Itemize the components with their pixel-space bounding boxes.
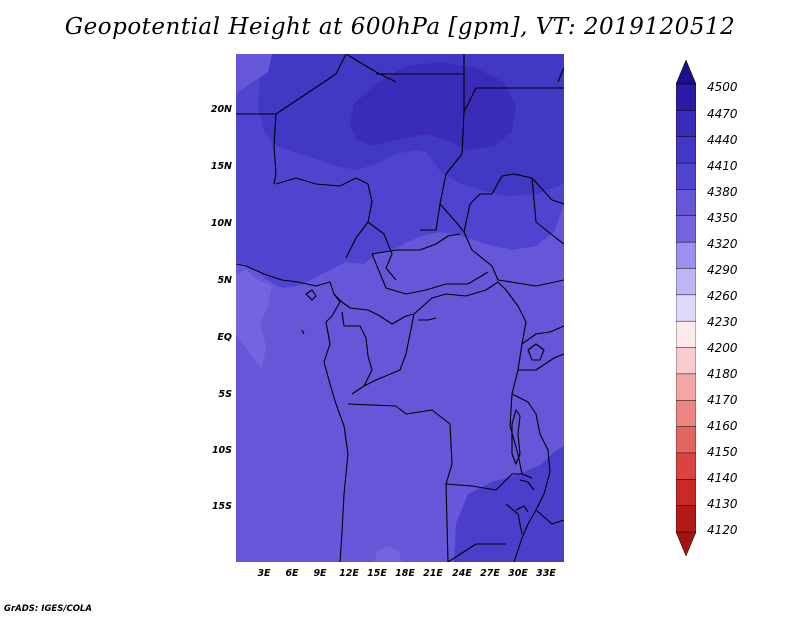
- country-borders: [236, 54, 564, 562]
- colorbar-label: 4230: [707, 315, 738, 329]
- lat-label: 5S: [218, 389, 232, 400]
- colorbar-bin: [676, 347, 696, 375]
- colorbar-bin: [676, 373, 696, 401]
- colorbar-label: 4140: [707, 471, 738, 485]
- colorbar: [676, 60, 696, 556]
- colorbar-label: 4380: [707, 185, 738, 199]
- lon-label: 6E: [285, 568, 299, 579]
- colorbar-label: 4290: [707, 263, 738, 277]
- colorbar-bin: [676, 241, 696, 270]
- colorbar-label: 4260: [707, 289, 738, 303]
- colorbar-bin: [676, 215, 696, 243]
- colorbar-label: 4440: [707, 133, 738, 147]
- geopotential-map: [236, 54, 564, 562]
- height-field-4470: [350, 62, 516, 150]
- colorbar-label: 4350: [707, 211, 738, 225]
- colorbar-bin: [676, 294, 696, 322]
- colorbar-bin: [676, 505, 696, 533]
- height-field-4410-south: [454, 446, 564, 562]
- map-title: Geopotential Height at 600hPa [gpm], VT:…: [64, 14, 736, 40]
- lon-label: 21E: [423, 568, 443, 579]
- colorbar-label: 4470: [707, 107, 738, 121]
- colorbar-label: 4320: [707, 237, 738, 251]
- colorbar-bin: [676, 479, 696, 507]
- lon-label: 24E: [452, 568, 472, 579]
- lat-label: EQ: [217, 332, 232, 343]
- map-panel: [236, 54, 564, 562]
- lon-label: 15E: [367, 568, 387, 579]
- colorbar-bin: [676, 452, 696, 481]
- colorbar-label: 4200: [707, 341, 738, 355]
- colorbar-label: 4120: [707, 523, 738, 537]
- colorbar-bin: [676, 399, 696, 428]
- colorbar-label: 4410: [707, 159, 738, 173]
- colorbar-bin: [676, 268, 696, 296]
- lat-label: 20N: [210, 104, 232, 115]
- colorbar-bin: [676, 426, 696, 454]
- lon-label: 18E: [395, 568, 415, 579]
- credit-text: GrADS: IGES/COLA: [4, 604, 92, 614]
- lon-label: 27E: [480, 568, 500, 579]
- colorbar-bin: [676, 320, 696, 349]
- colorbar-bin: [676, 110, 696, 138]
- lat-label: 15N: [210, 161, 232, 172]
- lat-label: 15S: [211, 501, 232, 512]
- colorbar-label: 4170: [707, 393, 738, 407]
- lon-label: 9E: [313, 568, 327, 579]
- colorbar-bin: [676, 83, 696, 112]
- height-field-4350-nw: [236, 54, 272, 94]
- lat-label: 5N: [217, 275, 232, 286]
- lon-label: 3E: [257, 568, 271, 579]
- colorbar-label: 4180: [707, 367, 738, 381]
- colorbar-bin: [676, 136, 696, 164]
- lon-label: 12E: [339, 568, 359, 579]
- colorbar-label: 4160: [707, 419, 738, 433]
- colorbar-bin: [676, 162, 696, 191]
- height-field-4350-south: [374, 546, 402, 562]
- lon-label: 30E: [508, 568, 528, 579]
- lon-label: 33E: [536, 568, 556, 579]
- lat-label: 10S: [211, 445, 232, 456]
- colorbar-bin: [676, 531, 696, 556]
- colorbar-bin: [676, 189, 696, 217]
- colorbar-segments: [676, 60, 696, 556]
- lat-label: 10N: [210, 218, 232, 229]
- colorbar-label: 4150: [707, 445, 738, 459]
- colorbar-bin: [676, 60, 696, 85]
- colorbar-label: 4500: [707, 80, 738, 94]
- height-field-4350-west: [236, 270, 272, 370]
- colorbar-label: 4130: [707, 497, 738, 511]
